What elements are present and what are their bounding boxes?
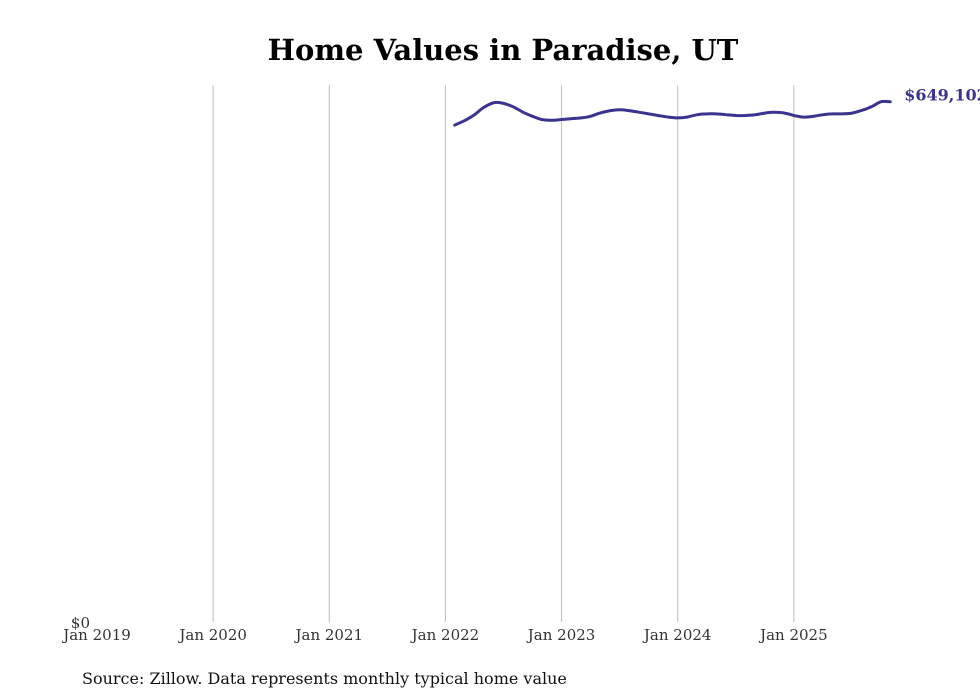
end-value-label: $649,102 bbox=[904, 86, 980, 105]
chart-title: Home Values in Paradise, UT bbox=[268, 33, 739, 67]
series-line bbox=[453, 99, 892, 127]
x-tick-label: Jan 2019 bbox=[61, 626, 131, 644]
x-tick-label: Jan 2025 bbox=[758, 626, 828, 644]
x-axis-ticks: Jan 2019 Jan 2020 Jan 2021 Jan 2022 Jan 2023… bbox=[61, 626, 827, 644]
x-tick-label: Jan 2024 bbox=[642, 626, 712, 644]
x-tick-label: Jan 2020 bbox=[177, 626, 247, 644]
x-tick-label: Jan 2021 bbox=[294, 626, 364, 644]
y-tick-label: $0 bbox=[71, 614, 90, 632]
gridlines bbox=[212, 85, 795, 622]
y-axis-ticks: $0 bbox=[71, 614, 90, 632]
source-note: Source: Zillow. Data represents monthly … bbox=[82, 669, 567, 688]
x-tick-label: Jan 2022 bbox=[410, 626, 480, 644]
x-tick-label: Jan 2023 bbox=[526, 626, 596, 644]
series-layer bbox=[453, 99, 892, 127]
